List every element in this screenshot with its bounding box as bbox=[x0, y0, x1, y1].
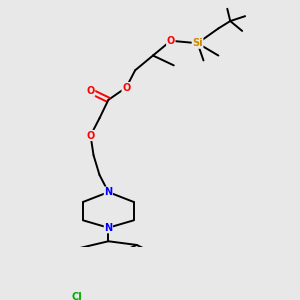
Text: O: O bbox=[122, 82, 130, 92]
Text: O: O bbox=[167, 36, 175, 46]
Text: N: N bbox=[104, 187, 112, 197]
Text: O: O bbox=[86, 86, 95, 96]
Text: Si: Si bbox=[192, 38, 203, 48]
Text: Cl: Cl bbox=[72, 292, 83, 300]
Text: N: N bbox=[104, 223, 112, 233]
Text: O: O bbox=[86, 130, 95, 140]
